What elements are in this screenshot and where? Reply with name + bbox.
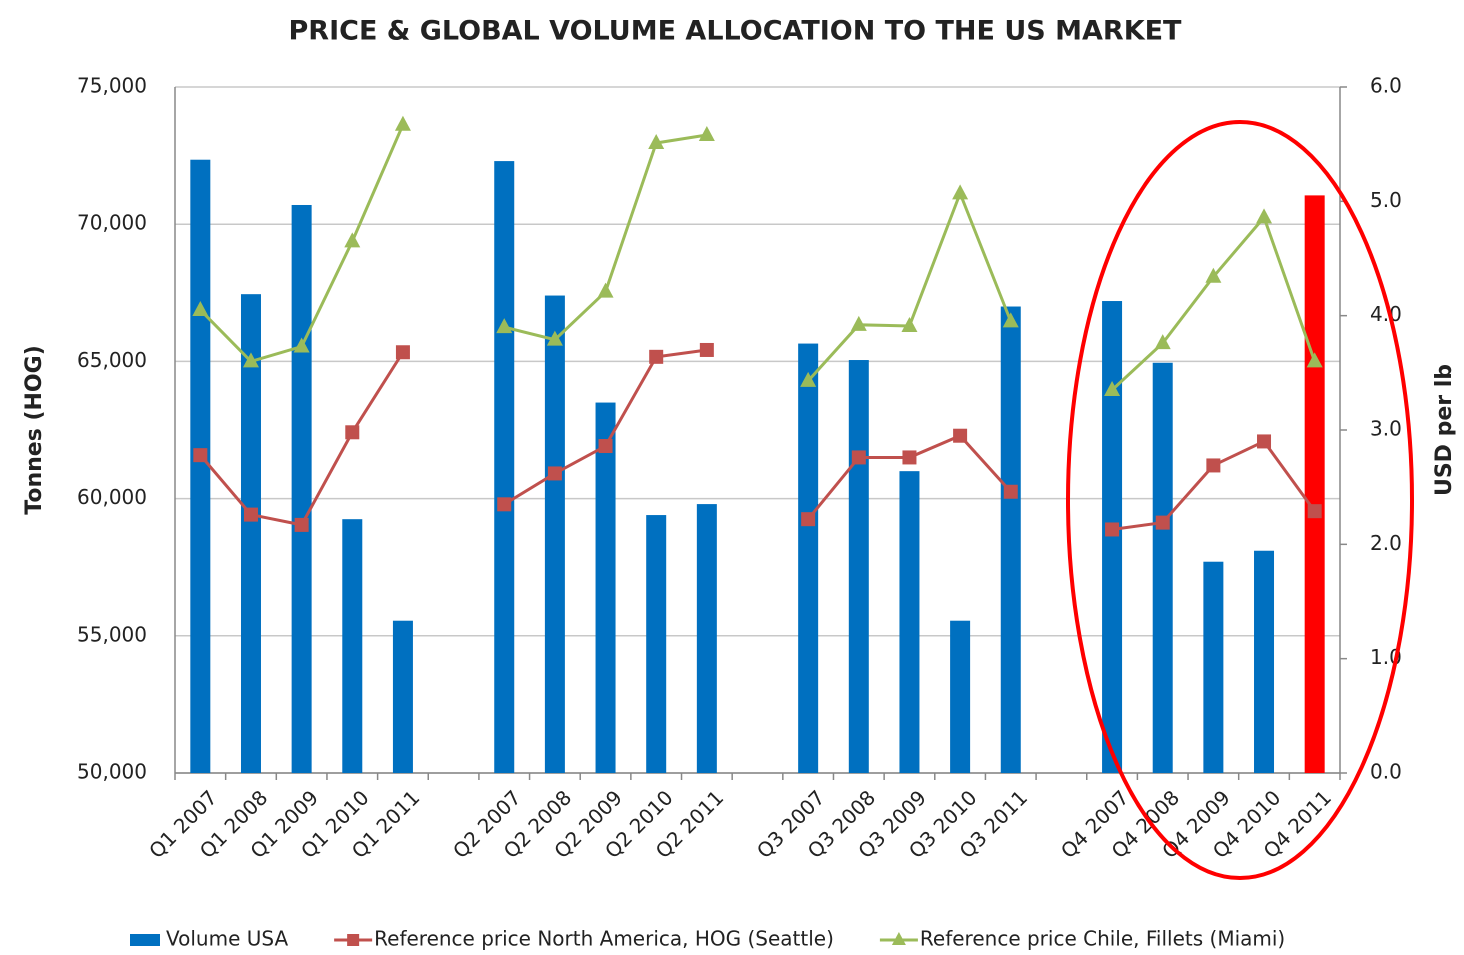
bar bbox=[190, 159, 211, 773]
y-tick-label: 75,000 bbox=[77, 74, 147, 98]
marker bbox=[192, 300, 209, 316]
bar bbox=[544, 295, 565, 773]
highlight-ellipse bbox=[1066, 120, 1414, 880]
bar bbox=[1000, 306, 1021, 773]
marker bbox=[800, 371, 817, 387]
bar bbox=[494, 161, 515, 773]
chart-title: PRICE & GLOBAL VOLUME ALLOCATION TO THE … bbox=[289, 16, 1183, 47]
bar bbox=[646, 515, 667, 773]
marker bbox=[1104, 380, 1121, 396]
bar bbox=[1254, 550, 1275, 773]
bar bbox=[1102, 301, 1123, 773]
bar bbox=[848, 360, 869, 773]
marker bbox=[546, 330, 563, 346]
y-axis-title: Tonnes (HOG) bbox=[22, 345, 47, 514]
marker bbox=[901, 316, 918, 332]
y2-tick-label: 3.0 bbox=[1370, 417, 1402, 441]
y2-tick-label: 6.0 bbox=[1370, 74, 1402, 98]
y-tick-label: 60,000 bbox=[77, 485, 147, 509]
bar bbox=[595, 402, 616, 773]
marker bbox=[242, 352, 259, 368]
bar bbox=[240, 294, 261, 773]
marker bbox=[1003, 484, 1018, 499]
legend-marker bbox=[347, 934, 360, 946]
marker bbox=[1155, 515, 1170, 530]
marker bbox=[801, 512, 816, 527]
bar bbox=[342, 519, 363, 773]
bar bbox=[1304, 195, 1325, 773]
marker bbox=[394, 115, 411, 131]
y2-tick-label: 0.0 bbox=[1370, 760, 1402, 784]
marker bbox=[345, 425, 360, 440]
marker bbox=[243, 507, 258, 522]
legend-label: Reference price Chile, Fillets (Miami) bbox=[920, 927, 1285, 951]
marker bbox=[649, 349, 664, 364]
marker bbox=[1206, 458, 1221, 473]
y-tick-label: 70,000 bbox=[77, 211, 147, 235]
marker bbox=[1307, 504, 1322, 519]
legend-swatch bbox=[130, 934, 160, 946]
marker bbox=[953, 428, 968, 443]
y-tick-label: 50,000 bbox=[77, 760, 147, 784]
marker bbox=[598, 439, 613, 454]
bar bbox=[1152, 362, 1173, 773]
legend-label: Reference price North America, HOG (Seat… bbox=[374, 927, 834, 951]
marker bbox=[1256, 208, 1273, 224]
marker bbox=[1154, 334, 1171, 350]
marker bbox=[1002, 312, 1019, 328]
marker bbox=[1205, 267, 1222, 283]
legend-marker bbox=[891, 932, 906, 945]
y-tick-label: 65,000 bbox=[77, 348, 147, 372]
marker bbox=[344, 232, 361, 248]
marker bbox=[496, 318, 513, 334]
bar bbox=[798, 343, 819, 773]
bar bbox=[950, 620, 971, 773]
marker bbox=[395, 345, 410, 360]
marker bbox=[902, 450, 917, 465]
y2-tick-label: 5.0 bbox=[1370, 188, 1402, 212]
bar bbox=[899, 471, 920, 773]
marker bbox=[1105, 522, 1120, 537]
marker bbox=[851, 450, 866, 465]
marker bbox=[699, 342, 714, 357]
y-tick-label: 55,000 bbox=[77, 622, 147, 646]
marker bbox=[547, 466, 562, 481]
marker bbox=[293, 337, 310, 353]
bar bbox=[291, 204, 312, 773]
marker bbox=[648, 134, 665, 150]
marker bbox=[698, 126, 715, 142]
y2-tick-label: 2.0 bbox=[1370, 531, 1402, 555]
bar bbox=[696, 504, 717, 773]
marker bbox=[1257, 434, 1272, 449]
legend-label: Volume USA bbox=[166, 927, 288, 951]
marker bbox=[497, 497, 512, 512]
marker bbox=[193, 448, 208, 463]
marker bbox=[1306, 352, 1323, 368]
marker bbox=[597, 282, 614, 298]
marker bbox=[294, 517, 309, 532]
marker bbox=[850, 315, 867, 331]
marker bbox=[952, 184, 969, 200]
y2-axis-title: USD per lb bbox=[1432, 364, 1457, 496]
bar bbox=[392, 620, 413, 773]
bar bbox=[1203, 561, 1224, 773]
